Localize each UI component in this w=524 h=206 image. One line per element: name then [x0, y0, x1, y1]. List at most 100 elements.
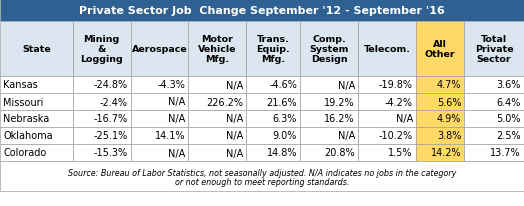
- Bar: [0, 0, 524, 22]
- Bar: [464, 144, 524, 161]
- Text: 6.3%: 6.3%: [273, 114, 297, 124]
- Bar: [246, 110, 300, 127]
- Text: 19.2%: 19.2%: [324, 97, 355, 107]
- Text: 4.9%: 4.9%: [437, 114, 461, 124]
- Text: N/A: N/A: [338, 131, 355, 141]
- Text: -2.4%: -2.4%: [100, 97, 127, 107]
- Bar: [73, 127, 130, 144]
- Bar: [300, 77, 358, 94]
- Bar: [416, 110, 464, 127]
- Bar: [464, 77, 524, 94]
- Bar: [246, 127, 300, 144]
- Bar: [358, 77, 416, 94]
- Text: Telecom.: Telecom.: [364, 45, 410, 54]
- Text: 1.5%: 1.5%: [388, 148, 413, 158]
- Bar: [0, 77, 73, 94]
- Text: 226.2%: 226.2%: [206, 97, 243, 107]
- Bar: [416, 94, 464, 110]
- Text: Colorado: Colorado: [3, 148, 46, 158]
- Bar: [358, 110, 416, 127]
- Text: 14.8%: 14.8%: [267, 148, 297, 158]
- Bar: [73, 144, 130, 161]
- Bar: [464, 110, 524, 127]
- Bar: [246, 22, 300, 77]
- Bar: [300, 22, 358, 77]
- Text: -15.3%: -15.3%: [93, 148, 127, 158]
- Bar: [130, 77, 188, 94]
- Text: -10.2%: -10.2%: [379, 131, 413, 141]
- Text: Source: Bureau of Labor Statistics, not seasonally adjusted. N/A indicates no jo: Source: Bureau of Labor Statistics, not …: [68, 168, 456, 177]
- Text: Comp.
System
Design: Comp. System Design: [310, 34, 349, 64]
- Text: Total
Private
Sector: Total Private Sector: [475, 34, 514, 64]
- Text: 2.5%: 2.5%: [496, 131, 521, 141]
- Bar: [188, 77, 246, 94]
- Bar: [0, 144, 73, 161]
- Text: N/A: N/A: [168, 148, 185, 158]
- Text: State: State: [22, 45, 51, 54]
- Text: -4.2%: -4.2%: [385, 97, 413, 107]
- Text: Motor
Vehicle
Mfg.: Motor Vehicle Mfg.: [198, 34, 236, 64]
- Text: N/A: N/A: [396, 114, 413, 124]
- Text: 3.8%: 3.8%: [437, 131, 461, 141]
- Text: 9.0%: 9.0%: [273, 131, 297, 141]
- Bar: [0, 161, 524, 191]
- Bar: [416, 22, 464, 77]
- Text: Mining
&
Logging: Mining & Logging: [80, 34, 123, 64]
- Bar: [188, 110, 246, 127]
- Text: N/A: N/A: [226, 131, 243, 141]
- Bar: [73, 94, 130, 110]
- Text: 21.6%: 21.6%: [267, 97, 297, 107]
- Bar: [130, 144, 188, 161]
- Text: 16.2%: 16.2%: [324, 114, 355, 124]
- Bar: [464, 127, 524, 144]
- Bar: [464, 22, 524, 77]
- Bar: [464, 94, 524, 110]
- Bar: [246, 77, 300, 94]
- Bar: [188, 144, 246, 161]
- Bar: [130, 22, 188, 77]
- Text: -25.1%: -25.1%: [93, 131, 127, 141]
- Text: 4.7%: 4.7%: [437, 80, 461, 90]
- Text: -4.3%: -4.3%: [158, 80, 185, 90]
- Bar: [300, 94, 358, 110]
- Bar: [0, 94, 73, 110]
- Text: 14.1%: 14.1%: [155, 131, 185, 141]
- Text: 20.8%: 20.8%: [324, 148, 355, 158]
- Bar: [0, 127, 73, 144]
- Bar: [130, 127, 188, 144]
- Text: 6.4%: 6.4%: [497, 97, 521, 107]
- Text: Kansas: Kansas: [3, 80, 38, 90]
- Bar: [300, 110, 358, 127]
- Bar: [0, 22, 73, 77]
- Text: N/A: N/A: [226, 148, 243, 158]
- Bar: [130, 94, 188, 110]
- Bar: [358, 127, 416, 144]
- Text: -16.7%: -16.7%: [93, 114, 127, 124]
- Text: Nebraska: Nebraska: [3, 114, 49, 124]
- Bar: [246, 94, 300, 110]
- Text: All
Other: All Other: [425, 40, 455, 59]
- Text: Aerospace: Aerospace: [132, 45, 187, 54]
- Text: -24.8%: -24.8%: [93, 80, 127, 90]
- Bar: [416, 127, 464, 144]
- Bar: [73, 22, 130, 77]
- Bar: [188, 22, 246, 77]
- Text: 14.2%: 14.2%: [431, 148, 461, 158]
- Text: 5.0%: 5.0%: [497, 114, 521, 124]
- Bar: [130, 110, 188, 127]
- Bar: [358, 22, 416, 77]
- Text: -4.6%: -4.6%: [269, 80, 297, 90]
- Text: 3.6%: 3.6%: [497, 80, 521, 90]
- Bar: [300, 127, 358, 144]
- Bar: [358, 94, 416, 110]
- Text: or not enough to meet reporting standards.: or not enough to meet reporting standard…: [175, 178, 349, 187]
- Text: Private Sector Job  Change September '12 - September '16: Private Sector Job Change September '12 …: [79, 6, 445, 16]
- Bar: [0, 110, 73, 127]
- Bar: [300, 144, 358, 161]
- Text: -19.8%: -19.8%: [379, 80, 413, 90]
- Text: Trans.
Equip.
Mfg.: Trans. Equip. Mfg.: [256, 34, 290, 64]
- Bar: [73, 77, 130, 94]
- Text: 13.7%: 13.7%: [490, 148, 521, 158]
- Text: 5.6%: 5.6%: [437, 97, 461, 107]
- Bar: [246, 144, 300, 161]
